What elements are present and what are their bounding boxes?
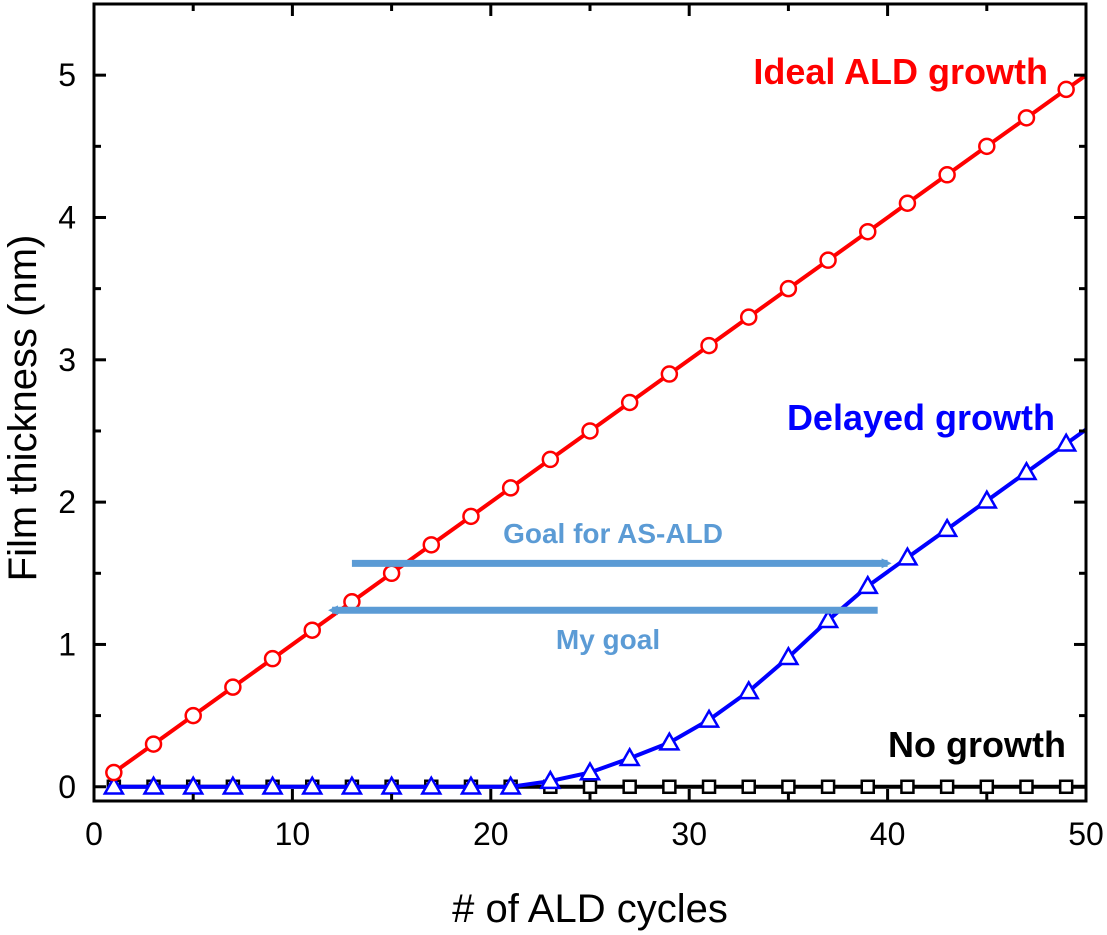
ideal-point: [938, 166, 956, 184]
no-growth-point: [582, 779, 598, 795]
y-tick-label: 3: [58, 342, 76, 378]
x-axis-title: # of ALD cycles: [452, 887, 728, 931]
ideal-point: [303, 621, 321, 639]
delayed-point: [896, 546, 919, 566]
ideal-point: [978, 137, 996, 156]
no-growth-point: [939, 779, 955, 795]
no-growth-point: [1058, 779, 1074, 795]
ideal-point: [739, 308, 758, 326]
x-tick-label: 10: [275, 816, 311, 852]
delayed-point: [816, 608, 840, 629]
ideal-point: [184, 706, 202, 725]
ideal-point: [1057, 80, 1075, 99]
ideal-point: [1017, 109, 1036, 127]
delayed-point: [459, 775, 483, 795]
delayed-point: [539, 769, 562, 790]
delayed-point: [618, 746, 641, 767]
x-tick-label: 50: [1068, 816, 1104, 852]
delayed-point: [499, 775, 522, 795]
no-growth-point: [900, 779, 915, 795]
y-axis-title: Film thickness (nm): [1, 235, 45, 582]
ideal-point: [422, 536, 441, 554]
delayed-point: [737, 679, 760, 700]
delayed-point: [697, 708, 721, 728]
y-tick-label: 1: [58, 626, 76, 662]
axes-layer: 0 10 20 30 40 50 0 1 2 3 4 5: [58, 2, 1104, 852]
ideal-point: [224, 678, 242, 696]
annotation-label-goal-as-ald: Goal for AS-ALD: [503, 518, 723, 549]
y-tick-label: 0: [58, 769, 76, 805]
delayed-point: [975, 489, 998, 509]
series-label-no-growth: No growth: [888, 724, 1066, 765]
no-growth-point: [701, 779, 717, 795]
delayed-point: [578, 761, 602, 781]
delayed-point: [301, 775, 324, 795]
x-tick-label: 0: [85, 816, 103, 852]
ideal-point: [779, 279, 798, 298]
ideal-point: [462, 507, 480, 526]
ideal-point: [263, 649, 282, 668]
x-tick-label: 20: [473, 816, 509, 852]
delayed-point: [935, 517, 959, 538]
delayed-point: [1055, 432, 1078, 452]
series-layer: [102, 73, 1088, 795]
no-growth-point: [979, 779, 995, 795]
ideal-point: [105, 763, 123, 782]
delayed-point: [182, 775, 205, 795]
ideal-point: [382, 564, 401, 583]
annotation-label-my-goal: My goal: [556, 624, 660, 655]
no-growth-point: [741, 779, 756, 795]
y-tick-label: 2: [58, 484, 76, 520]
ideal-point: [144, 735, 163, 753]
delayed-point: [658, 731, 681, 751]
ideal-point: [541, 450, 560, 469]
x-tick-label: 30: [671, 816, 707, 852]
no-growth-point: [1019, 779, 1034, 795]
delayed-point: [777, 645, 800, 666]
ideal-point: [700, 336, 718, 355]
y-tick-label: 5: [58, 57, 76, 93]
ideal-point: [620, 393, 639, 412]
ideal-point: [660, 365, 679, 383]
ideal-point: [501, 479, 520, 497]
delayed-point: [1015, 460, 1038, 481]
delayed-point: [340, 775, 364, 795]
no-growth-point: [820, 779, 836, 795]
no-growth-point: [781, 779, 796, 795]
delayed-point: [380, 775, 403, 795]
x-tick-label: 40: [870, 816, 906, 852]
annotation-layer: [328, 558, 892, 616]
no-growth-point: [622, 779, 637, 795]
y-tick-label: 4: [58, 199, 76, 235]
ideal-point: [859, 222, 877, 241]
series-label-ideal: Ideal ALD growth: [753, 51, 1048, 92]
delayed-point: [142, 775, 165, 795]
ideal-point: [819, 251, 837, 269]
delayed-point: [221, 775, 245, 795]
series-label-delayed: Delayed growth: [787, 397, 1055, 438]
delayed-point: [856, 574, 879, 595]
delayed-point: [102, 775, 125, 795]
delayed-point: [261, 775, 284, 795]
delayed-point: [420, 775, 443, 795]
no-growth-point: [860, 779, 876, 795]
ideal-point: [898, 194, 917, 212]
no-growth-point: [662, 779, 677, 795]
ideal-point: [581, 422, 599, 440]
